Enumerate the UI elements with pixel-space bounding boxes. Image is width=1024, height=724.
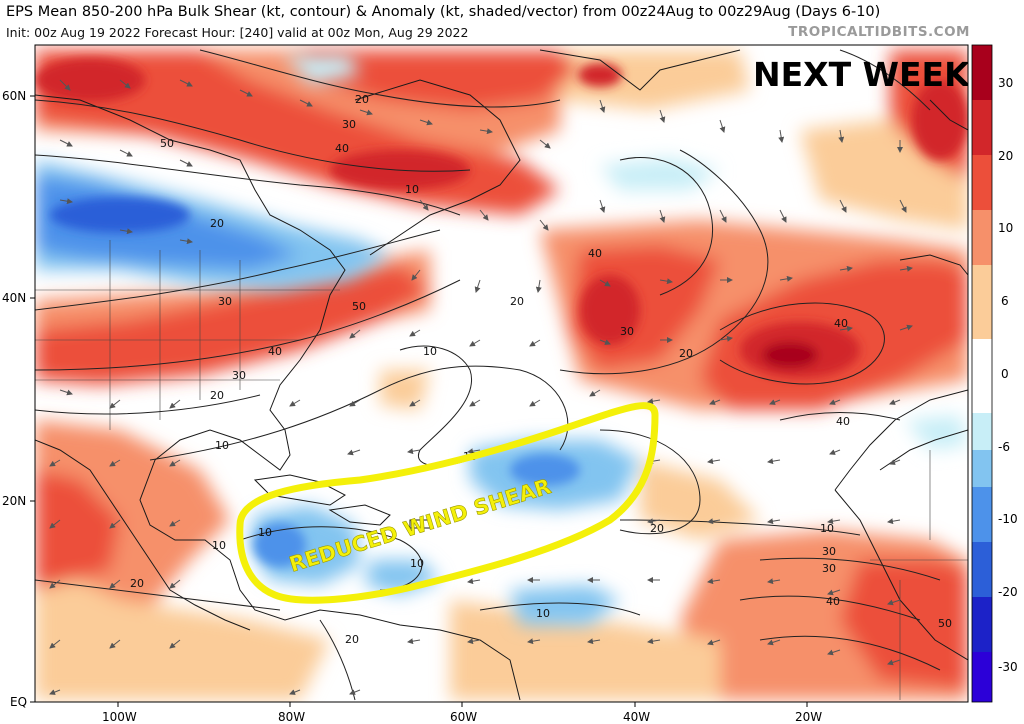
- colorbar-label: 20: [998, 149, 1014, 163]
- chart-subtitle: Init: 00z Aug 19 2022 Forecast Hour: [24…: [6, 25, 469, 40]
- colorbar-label: -10: [998, 512, 1018, 526]
- coastlines: [35, 49, 968, 701]
- map-frame: [34, 44, 969, 703]
- lat-label: 20N: [2, 494, 27, 508]
- reduced-shear-outline: [236, 402, 659, 604]
- contour-label: 50: [160, 137, 174, 150]
- contour-label: 40: [834, 317, 848, 330]
- contour-label: 20: [679, 347, 693, 360]
- next-week-label: NEXT WEEK: [753, 55, 971, 94]
- contour-label: 30: [822, 562, 836, 575]
- contour-label: 40: [836, 415, 850, 428]
- contour-label: 40: [335, 142, 349, 155]
- anomaly-vectors: [49, 79, 913, 695]
- contour-label: 20: [130, 577, 144, 590]
- contour-label: 50: [938, 617, 952, 630]
- contour-label: 20: [650, 522, 664, 535]
- colorbar: [971, 44, 993, 703]
- contour-label: 10: [258, 526, 272, 539]
- contour-label: 20: [355, 93, 369, 106]
- colorbar-label: -20: [998, 585, 1018, 599]
- lon-label: 100W: [102, 710, 137, 724]
- colorbar-label: -30: [998, 660, 1018, 674]
- lat-label: 40N: [2, 291, 27, 305]
- lon-label: 80W: [278, 710, 306, 724]
- chart-title: EPS Mean 850-200 hPa Bulk Shear (kt, con…: [6, 4, 881, 20]
- lon-label: 40W: [623, 710, 651, 724]
- colorbar-label: 6: [1001, 294, 1009, 308]
- colorbar-label: 10: [998, 221, 1014, 235]
- colorbar-label: 0: [1001, 367, 1009, 381]
- lat-label: 60N: [2, 89, 27, 103]
- site-credit: TROPICALTIDBITS.COM: [788, 24, 970, 40]
- lat-label: EQ: [10, 695, 28, 709]
- contour-label: 30: [218, 295, 232, 308]
- contour-label: 10: [536, 607, 550, 620]
- contour-label: 20: [510, 295, 524, 308]
- contour-label: 20: [210, 217, 224, 230]
- colorbar-label: -6: [998, 440, 1010, 454]
- contour-label: 10: [423, 345, 437, 358]
- contour-label: 20: [345, 633, 359, 646]
- contour-label: 30: [620, 325, 634, 338]
- contour-label: 30: [822, 545, 836, 558]
- contour-label: 30: [342, 118, 356, 131]
- colorbar-label: 30: [998, 76, 1014, 90]
- contour-label: 10: [215, 439, 229, 452]
- contour-label: 30: [232, 369, 246, 382]
- contour-label: 40: [826, 595, 840, 608]
- shear-contours: [35, 49, 941, 701]
- contour-label: 40: [268, 345, 282, 358]
- anomaly-shading: [35, 50, 968, 700]
- contour-label: 40: [588, 247, 602, 260]
- state-borders: [35, 240, 968, 700]
- lon-label: 20W: [795, 710, 823, 724]
- lon-label: 60W: [450, 710, 478, 724]
- contour-label: 10: [410, 557, 424, 570]
- contour-label: 20: [210, 389, 224, 402]
- contour-label: 10: [212, 539, 226, 552]
- contour-label: 10: [405, 183, 419, 196]
- axis-ticks: [30, 95, 808, 707]
- contour-label: 50: [352, 300, 366, 313]
- contour-labels: 20 30 40 50 10 20 30 40 50 10 20 30 40 1…: [130, 93, 952, 646]
- contour-label: 10: [820, 522, 834, 535]
